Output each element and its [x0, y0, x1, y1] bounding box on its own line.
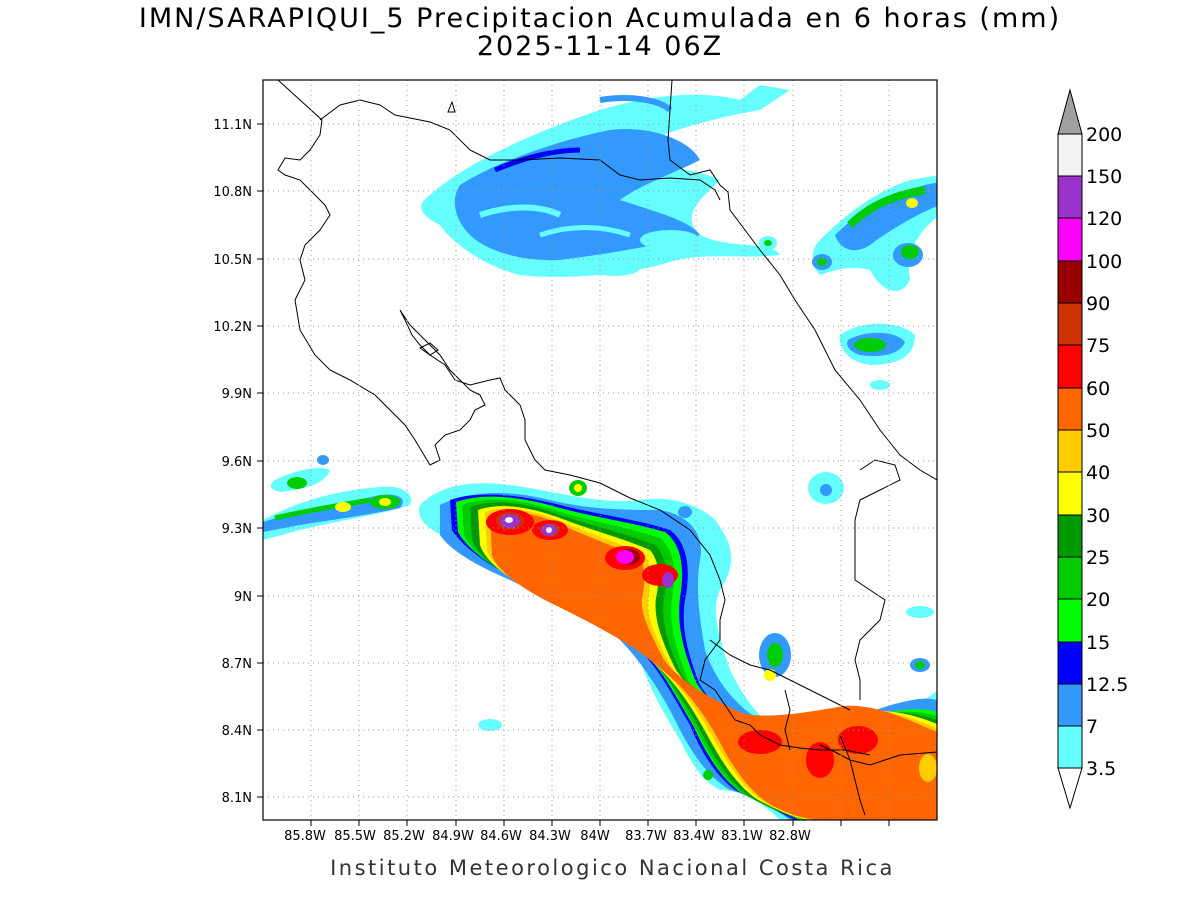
colorbar-label: 100: [1086, 251, 1122, 273]
colorbar: 3.5 7 12.5 15 20 25 30 40 50 60 75 90 10…: [1057, 88, 1128, 810]
y-axis-labels: 11.1N 10.8N 10.5N 10.2N 9.9N 9.6N 9.3N 9…: [213, 118, 252, 806]
x-tick-label: 85.2W: [383, 829, 425, 844]
colorbar-bin: [1057, 133, 1083, 177]
colorbar-label: 90: [1086, 293, 1110, 315]
y-tick-label: 11.1N: [213, 118, 252, 133]
y-tick-label: 10.8N: [213, 185, 252, 200]
y-tick-label: 8.1N: [222, 791, 252, 806]
colorbar-label: 20: [1086, 589, 1110, 611]
rain-band-north: [421, 85, 790, 277]
colorbar-bin: [1057, 217, 1083, 262]
colorbar-label: 60: [1086, 378, 1110, 400]
colorbar-bin: [1057, 387, 1083, 431]
y-tick-label: 8.7N: [222, 657, 252, 672]
colorbar-label: 200: [1086, 124, 1122, 146]
precipitation-field: [263, 85, 937, 820]
x-tick-label: 85.8W: [284, 829, 326, 844]
colorbar-bin: [1057, 598, 1083, 643]
map-datetime: 2025-11-14 06Z: [476, 31, 724, 62]
colorbar-bin: [1057, 344, 1083, 389]
y-tick-label: 9.6N: [222, 455, 252, 470]
y-tick-label: 9.9N: [222, 387, 252, 402]
footer-credit: Instituto Meteorologico Nacional Costa R…: [330, 856, 895, 880]
colorbar-bin: [1057, 725, 1083, 769]
colorbar-high-arrow: [1057, 88, 1083, 135]
tick-marks: [257, 123, 890, 826]
x-tick-label: 83.1W: [721, 829, 763, 844]
x-tick-label: 84.6W: [480, 829, 522, 844]
colorbar-label: 30: [1086, 505, 1110, 527]
x-tick-label: 85.5W: [334, 829, 376, 844]
colorbar-bin: [1057, 302, 1083, 346]
y-tick-label: 8.4N: [222, 724, 252, 739]
colorbar-label: 3.5: [1086, 758, 1116, 780]
colorbar-label: 75: [1086, 335, 1110, 357]
map-title: IMN/SARAPIQUI_5 Precipitacion Acumulada …: [138, 3, 1062, 34]
colorbar-label: 40: [1086, 462, 1110, 484]
colorbar-label: 50: [1086, 420, 1110, 442]
x-tick-label: 83.4W: [673, 829, 715, 844]
colorbar-bin: [1057, 175, 1083, 219]
colorbar-bin: [1057, 556, 1083, 600]
x-tick-label: 83.7W: [625, 829, 667, 844]
colorbar-low-arrow: [1057, 767, 1083, 810]
colorbar-bin: [1057, 429, 1083, 473]
rain-band-south: [419, 480, 937, 820]
rain-band-west: [263, 455, 411, 540]
x-tick-label: 84.3W: [529, 829, 571, 844]
colorbar-label: 150: [1086, 166, 1122, 188]
rain-band-northeast: [759, 175, 937, 618]
x-axis-labels: 85.8W 85.5W 85.2W 84.9W 84.6W 84.3W 84W …: [284, 829, 811, 844]
y-tick-label: 9N: [234, 590, 252, 605]
colorbar-bin: [1057, 514, 1083, 558]
colorbar-label: 15: [1086, 632, 1110, 654]
colorbar-label: 7: [1086, 716, 1098, 738]
colorbar-label: 25: [1086, 547, 1110, 569]
map-grid: [263, 80, 937, 820]
colorbar-bin: [1057, 471, 1083, 516]
x-tick-label: 84.9W: [432, 829, 474, 844]
colorbar-bin: [1057, 683, 1083, 727]
colorbar-bin: [1057, 641, 1083, 685]
y-tick-label: 9.3N: [222, 522, 252, 537]
colorbar-label: 120: [1086, 208, 1122, 230]
y-tick-label: 10.5N: [213, 253, 252, 268]
x-tick-label: 82.8W: [769, 829, 811, 844]
x-tick-label: 84W: [580, 829, 610, 844]
coastlines: [277, 80, 937, 816]
colorbar-label: 12.5: [1086, 674, 1128, 696]
colorbar-bin: [1057, 260, 1083, 304]
y-tick-label: 10.2N: [213, 320, 252, 335]
